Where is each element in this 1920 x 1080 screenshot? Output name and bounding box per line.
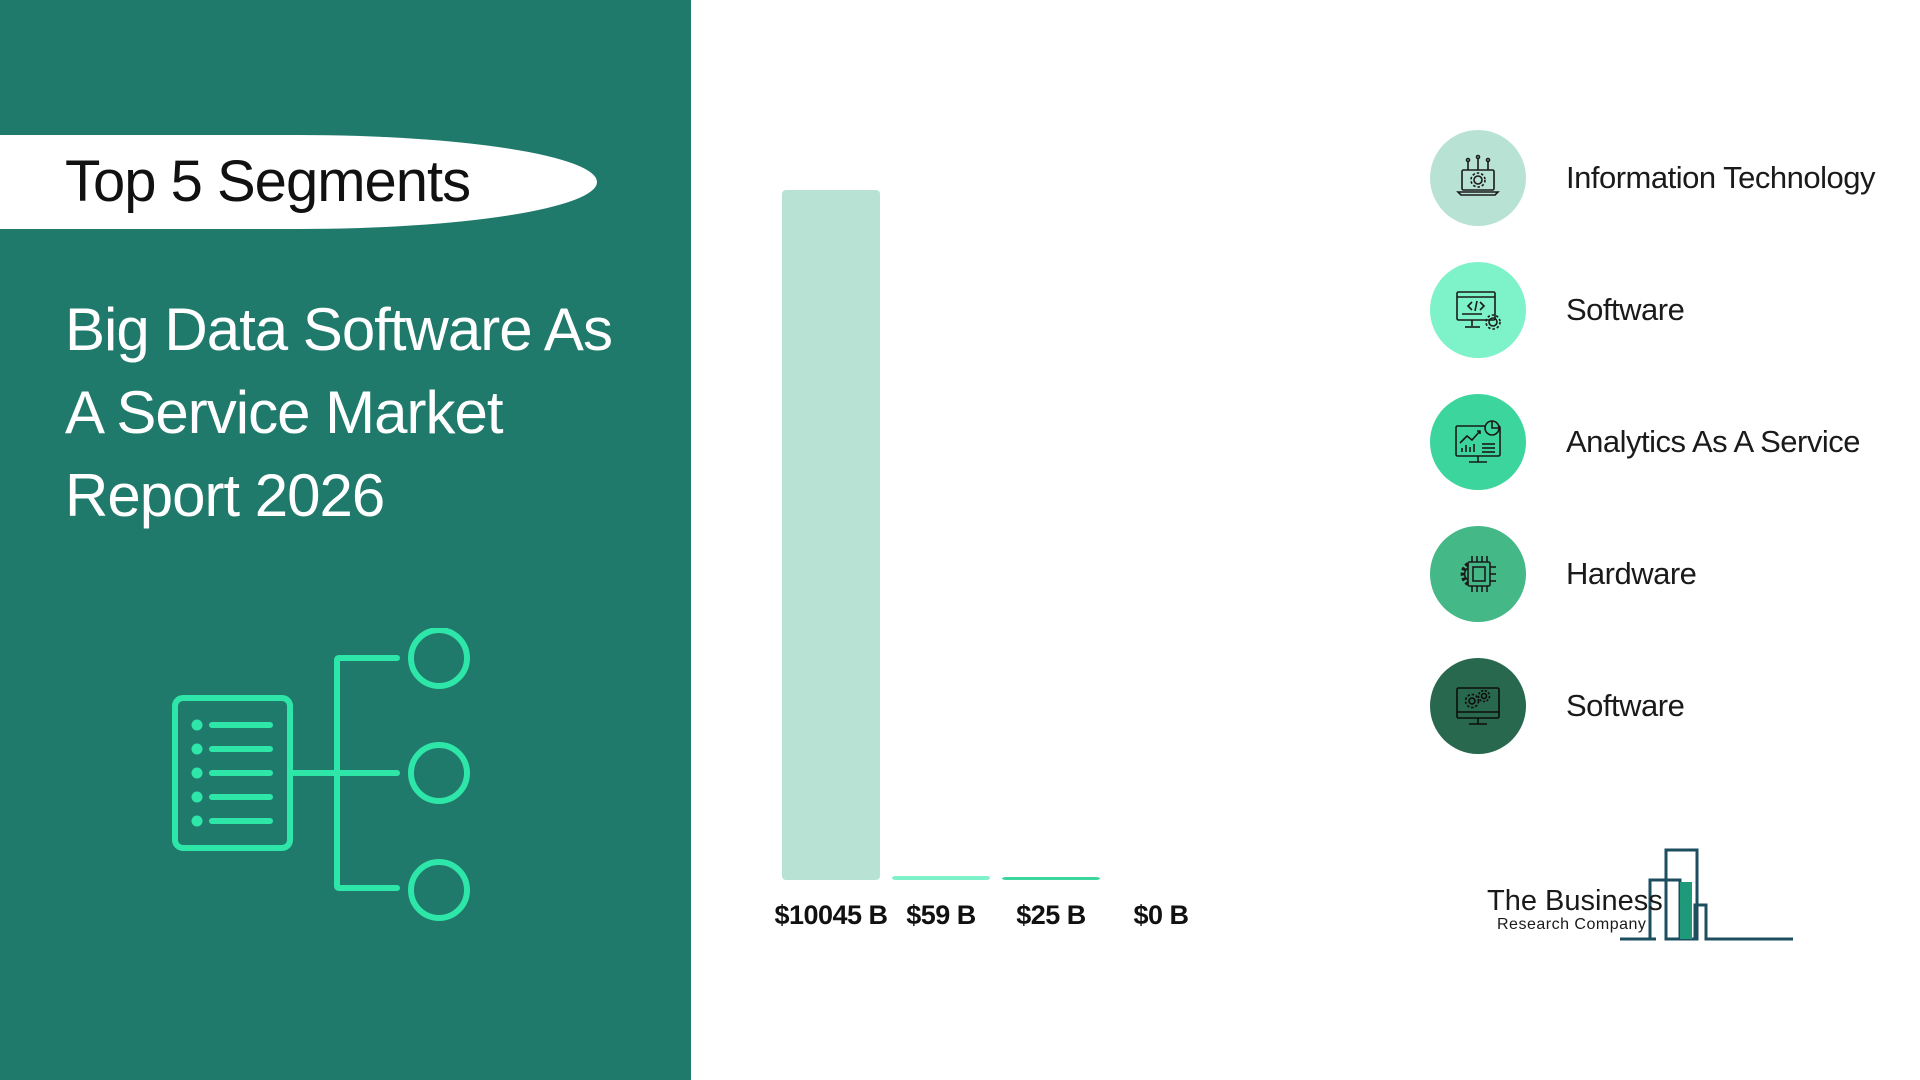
- logo-buildings-graphic: [1620, 848, 1793, 941]
- legend-label: Software: [1566, 292, 1685, 327]
- company-logo: The Business Research Company: [1480, 845, 1800, 945]
- legend-swatch: [1430, 394, 1526, 490]
- legend-swatch: [1430, 526, 1526, 622]
- segments-badge: [0, 135, 597, 229]
- left-panel: Top 5 Segments Big Data Software As A Se…: [0, 0, 691, 1080]
- title-line-2: A Service Market: [65, 379, 503, 446]
- bar-1: [782, 190, 880, 880]
- legend-label: Software: [1566, 688, 1685, 723]
- monitor-code-icon: [1456, 291, 1501, 330]
- legend-swatch: [1430, 658, 1526, 754]
- legend-label: Hardware: [1566, 556, 1697, 591]
- legend-label: Information Technology: [1566, 160, 1875, 195]
- bar-2: [892, 875, 990, 880]
- legend-swatch: [1430, 262, 1526, 358]
- legend-item-software: Software: [1430, 262, 1900, 358]
- segments-tree-icon: [172, 628, 470, 921]
- legend-item-hardware: Hardware: [1430, 526, 1900, 622]
- laptop-gear-icon: [1456, 154, 1500, 196]
- legend-label: Analytics As A Service: [1566, 424, 1860, 459]
- monitor-analytics-icon: [1455, 420, 1501, 463]
- bar-value-label: $25 B: [1016, 900, 1086, 930]
- legend-swatch: [1430, 130, 1526, 226]
- chip-gear-icon: [1460, 556, 1496, 592]
- title-line-1: Big Data Software As: [65, 296, 613, 363]
- legend-item-analytics-as-a-service: Analytics As A Service: [1430, 394, 1900, 490]
- title-line-3: Report 2026: [65, 462, 385, 529]
- legend-item-software-2: Software: [1430, 658, 1900, 754]
- bar-value-label: $10045 B: [774, 900, 887, 930]
- logo-line-2: Research Company: [1497, 916, 1647, 933]
- bar-value-label: $0 B: [1133, 900, 1188, 930]
- report-title: Big Data Software As A Service Market Re…: [65, 288, 645, 537]
- logo-line-1: The Business: [1487, 885, 1663, 917]
- bar-value-label: $59 B: [906, 900, 976, 930]
- badge-text: Top 5 Segments: [65, 149, 471, 214]
- logo-accent-bar: [1680, 882, 1692, 939]
- bar-3: [1002, 877, 1100, 880]
- monitor-gears-icon: [1456, 687, 1500, 725]
- legend-item-information-technology: Information Technology: [1430, 130, 1900, 226]
- bar-chart: $10045 B $59 B $25 B $0 B: [774, 190, 1189, 930]
